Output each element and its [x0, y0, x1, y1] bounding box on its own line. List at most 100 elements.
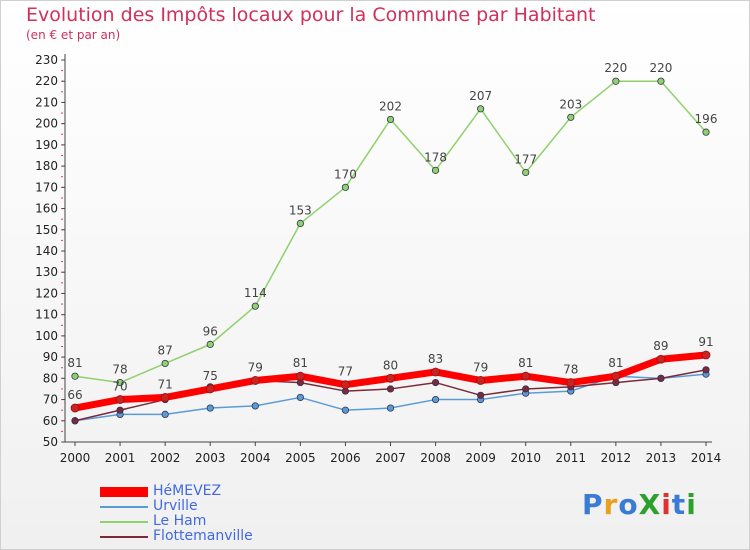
data-point — [702, 128, 710, 136]
data-label: 81 — [67, 356, 82, 370]
data-label: 79 — [473, 360, 488, 374]
data-point — [71, 372, 79, 380]
legend-label: Urville — [153, 498, 198, 514]
logo-letter: P — [582, 488, 604, 521]
data-label: 153 — [289, 203, 312, 217]
y-tick-label: 80 — [43, 371, 58, 385]
data-label: 81 — [293, 356, 308, 370]
y-tick-label: 130 — [35, 265, 58, 279]
data-point — [386, 115, 395, 124]
data-point — [386, 404, 395, 412]
data-label: 203 — [559, 97, 582, 111]
y-tick-label: 210 — [35, 95, 58, 109]
data-point — [657, 77, 665, 85]
data-point — [205, 384, 215, 394]
y-tick-label: 90 — [43, 350, 58, 364]
y-tick-label: 50 — [43, 435, 58, 449]
data-label: 220 — [604, 61, 627, 75]
data-point — [386, 385, 395, 393]
chart-subtitle: (en € et par an) — [26, 28, 121, 42]
x-tick-label: 2006 — [330, 451, 361, 465]
legend-label: Flottemanville — [153, 528, 253, 544]
x-tick-label: 2011 — [556, 451, 587, 465]
y-tick-label: 220 — [35, 74, 58, 88]
data-point — [521, 371, 531, 381]
legend — [100, 487, 148, 538]
data-point — [656, 354, 666, 364]
series-line-le-ham — [74, 80, 707, 384]
y-tick-label: 190 — [35, 138, 58, 152]
logo-letter: X — [638, 488, 662, 521]
data-label: 77 — [338, 365, 353, 379]
data-point — [295, 371, 305, 381]
y-tick-label: 110 — [35, 308, 58, 322]
data-point — [386, 373, 395, 383]
data-labels: 66 70 71 75 79 81 77 80 83 79 81 78 81 89 91 81 78 87 96 11… — [67, 61, 717, 402]
y-tick-label: 150 — [35, 223, 58, 237]
data-label: 75 — [203, 369, 218, 383]
proxiti-logo: ProXiti — [582, 488, 697, 521]
data-label: 78 — [112, 363, 127, 377]
data-point — [611, 371, 621, 381]
data-point — [476, 376, 486, 385]
x-tick-label: 2013 — [646, 451, 677, 465]
data-label: 202 — [379, 99, 402, 113]
data-point — [341, 380, 350, 390]
data-label: 178 — [424, 150, 447, 164]
x-tick-label: 2003 — [195, 451, 226, 465]
legend-label: Le Ham — [153, 513, 207, 529]
data-label: 91 — [698, 335, 713, 349]
y-tick-label: 170 — [35, 180, 58, 194]
data-label: 89 — [653, 339, 668, 353]
data-label: 177 — [514, 152, 537, 166]
data-point — [477, 105, 485, 113]
data-point — [431, 166, 440, 174]
data-label: 71 — [158, 377, 173, 391]
data-point — [341, 406, 350, 414]
data-label: 207 — [469, 89, 492, 103]
data-label: 96 — [203, 324, 218, 338]
data-label: 196 — [695, 112, 718, 126]
data-point — [431, 395, 440, 404]
data-point — [70, 403, 80, 413]
data-label: 114 — [244, 286, 267, 300]
data-point — [71, 417, 79, 425]
data-point — [251, 402, 259, 410]
data-label: 81 — [608, 356, 623, 370]
data-point — [161, 410, 169, 419]
chart-title: Evolution des Impôts locaux pour la Comm… — [26, 4, 596, 26]
x-tick-label: 2001 — [105, 451, 136, 465]
axes: 50 60 70 80 90 100 110 120 130 140 150 160 170 180 190… — [35, 53, 721, 465]
data-point — [116, 406, 124, 414]
x-tick-label: 2007 — [375, 451, 406, 465]
y-tick-label: 70 — [43, 393, 58, 407]
data-label: 87 — [158, 343, 173, 357]
y-tick-label: 160 — [35, 202, 58, 216]
data-label: 81 — [518, 356, 533, 370]
x-tick-label: 2004 — [240, 451, 271, 465]
data-label: 78 — [563, 363, 578, 377]
x-tick-label: 2008 — [420, 451, 451, 465]
data-point — [477, 391, 485, 399]
x-tick-label: 2012 — [601, 451, 632, 465]
data-point — [161, 359, 169, 368]
data-point — [701, 350, 711, 360]
data-point — [566, 378, 576, 387]
data-point — [522, 385, 530, 393]
logo-letter: i — [661, 488, 672, 521]
data-point — [612, 77, 620, 85]
data-point — [250, 376, 260, 385]
y-tick-label: 200 — [35, 117, 58, 131]
x-tick-label: 2000 — [60, 451, 91, 465]
x-tick-label: 2010 — [510, 451, 541, 465]
data-point — [341, 183, 350, 191]
data-label: 70 — [112, 380, 127, 394]
data-label: 80 — [383, 358, 398, 372]
data-point — [251, 302, 259, 310]
y-tick-label: 230 — [35, 53, 58, 67]
data-point — [115, 395, 125, 404]
x-tick-label: 2009 — [465, 451, 496, 465]
logo-letter: o — [618, 488, 639, 521]
data-label: 220 — [649, 61, 672, 75]
